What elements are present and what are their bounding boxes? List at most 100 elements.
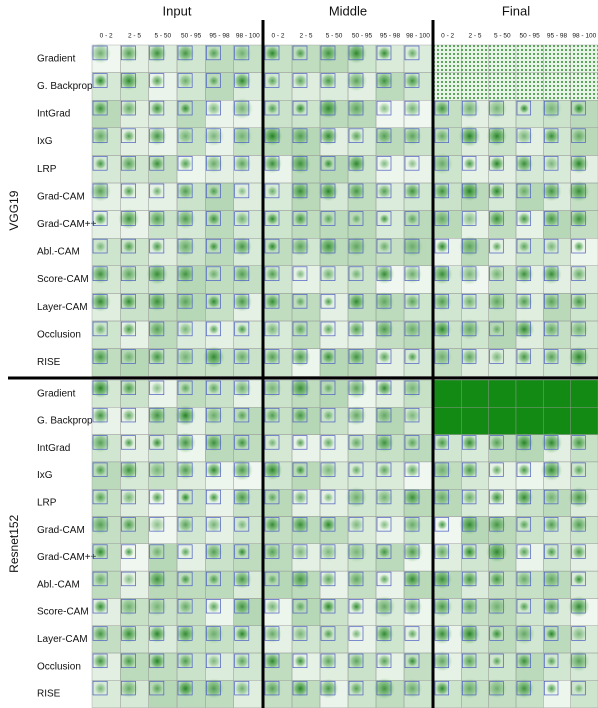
- quadrant-outline: [292, 407, 308, 423]
- quadrant-outline: [149, 238, 165, 254]
- quadrant-outline: [320, 599, 336, 614]
- quadrant-outline: [543, 544, 559, 559]
- heatmap-blob: [320, 72, 337, 90]
- quadrant-outline: [404, 128, 420, 143]
- quadrant-outline: [149, 489, 165, 505]
- heatmap-blob: [202, 345, 225, 368]
- heatmap-blob: [573, 240, 585, 253]
- quadrant-outline: [92, 349, 108, 364]
- quadrant-outline: [205, 73, 221, 88]
- quadrant-outline: [571, 266, 586, 281]
- heatmap-blob: [94, 240, 107, 253]
- quadrant-outline: [205, 238, 221, 254]
- quadrant-outline: [177, 489, 193, 505]
- heatmap-blob: [319, 44, 338, 63]
- heatmap-blob: [321, 599, 336, 614]
- quadrant-outline: [292, 380, 308, 395]
- quadrant-outline: [264, 435, 280, 450]
- quadrant-outline: [404, 45, 420, 61]
- heatmap-blob: [322, 382, 334, 394]
- heatmap-blob: [518, 240, 531, 253]
- quadrant-outline: [320, 544, 336, 559]
- quadrant-outline: [177, 544, 193, 559]
- heatmap-blob: [375, 488, 394, 507]
- heatmap-cell: [488, 44, 517, 73]
- quadrant-outline: [543, 626, 559, 641]
- heatmap-blob: [290, 236, 311, 257]
- heatmap-blob: [406, 158, 418, 170]
- quadrant-outline: [264, 45, 280, 61]
- heatmap-cell: [291, 99, 321, 128]
- heatmap-blob: [487, 292, 507, 312]
- heatmap-blob: [203, 623, 225, 645]
- quadrant-outline: [543, 211, 559, 226]
- quadrant-outline: [92, 100, 108, 116]
- heatmap-blob: [572, 464, 585, 477]
- quadrant-outline: [461, 156, 477, 171]
- quadrant-outline: [264, 349, 280, 364]
- heatmap-blob: [491, 241, 503, 252]
- quadrant-outline: [177, 294, 193, 309]
- quadrant-outline: [543, 599, 559, 614]
- heatmap-blob: [377, 101, 391, 115]
- quadrant-outline: [348, 73, 364, 88]
- quadrant-outline: [404, 211, 420, 226]
- row-label: Occlusion: [37, 329, 81, 340]
- heatmap-cell: [263, 434, 293, 463]
- heatmap-blob: [461, 461, 478, 479]
- heatmap-cell: [515, 598, 544, 626]
- quadrant-outline: [434, 156, 450, 171]
- heatmap-blob: [570, 515, 588, 534]
- heatmap-blob: [293, 322, 308, 336]
- heatmap-blob: [295, 296, 306, 307]
- quadrant-outline: [489, 489, 504, 505]
- heatmap-blob: [233, 265, 252, 283]
- quadrant-outline: [543, 680, 559, 696]
- heatmap-cell: [375, 155, 405, 184]
- quadrant-outline: [177, 349, 193, 364]
- heatmap-blob: [150, 491, 164, 504]
- quadrant-outline: [461, 599, 477, 614]
- quadrant-outline: [234, 571, 250, 587]
- quadrant-outline: [120, 321, 136, 337]
- heatmap-blob: [491, 464, 503, 476]
- quadrant-outline: [571, 489, 586, 505]
- heatmap-blob: [379, 213, 390, 225]
- heatmap-blob: [264, 293, 281, 310]
- quadrant-outline: [434, 294, 450, 309]
- heatmap-cell: [488, 407, 517, 435]
- heatmap-blob: [349, 681, 364, 696]
- heatmap-blob: [433, 488, 452, 507]
- heatmap-blob: [120, 155, 138, 173]
- heatmap-blob: [119, 624, 138, 644]
- heatmap-blob: [122, 408, 136, 423]
- heatmap-blob: [267, 437, 278, 448]
- heatmap-cell: [403, 155, 433, 184]
- heatmap-blob: [515, 570, 533, 588]
- column-label: 95 - 98: [547, 33, 568, 40]
- quadrant-outline: [92, 599, 108, 614]
- heatmap-blob: [403, 320, 422, 339]
- quadrant-outline: [404, 626, 420, 641]
- heatmap-blob: [208, 323, 220, 335]
- quadrant-outline: [516, 435, 532, 450]
- heatmap-blob: [176, 292, 195, 311]
- row-label: Grad-CAM: [37, 525, 85, 536]
- quadrant-outline: [264, 380, 280, 395]
- heatmap-blob: [89, 42, 112, 64]
- quadrant-outline: [205, 183, 221, 199]
- heatmap-cell: [570, 379, 598, 408]
- heatmap-blob: [236, 546, 248, 558]
- model-label: VGG19: [7, 190, 21, 230]
- heatmap-blob: [151, 437, 163, 449]
- quadrant-outline: [92, 544, 108, 559]
- quadrant-outline: [320, 100, 336, 116]
- heatmap-cell: [319, 489, 349, 517]
- quadrant-outline: [516, 653, 532, 668]
- heatmap-blob: [150, 682, 164, 695]
- heatmap-blob: [489, 155, 505, 172]
- column-label: 95 - 98: [209, 33, 230, 40]
- quadrant-outline: [149, 100, 165, 116]
- heatmap-cell: [319, 155, 349, 184]
- quadrant-outline: [348, 266, 364, 281]
